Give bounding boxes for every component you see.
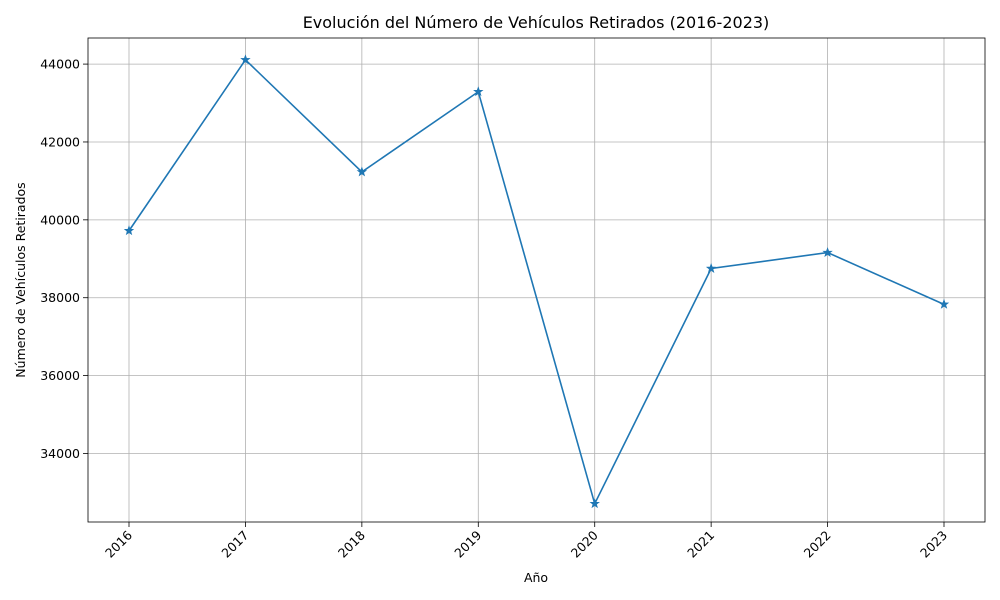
y-tick-label: 38000	[40, 290, 80, 305]
series-group	[123, 54, 950, 509]
y-tick-label: 34000	[40, 446, 80, 461]
y-tick-label: 36000	[40, 368, 80, 383]
data-point-marker	[938, 298, 950, 309]
x-tick-label: 2022	[801, 528, 834, 561]
x-tick-label: 2023	[917, 528, 950, 561]
y-tick-label: 44000	[40, 57, 80, 72]
plot-frame	[87, 37, 986, 523]
x-tick-label: 2021	[684, 528, 717, 561]
data-point-marker	[822, 247, 833, 257]
y-axis: 34000 36000 38000 40000 42000 44000	[40, 57, 88, 461]
x-tick-label: 2020	[568, 527, 601, 560]
x-axis-label: Año	[524, 570, 548, 585]
x-axis: 2016 2017 2018 2019 2020 2021 2022 2023	[102, 522, 950, 561]
y-axis-label: Número de Vehículos Retirados	[13, 182, 28, 377]
x-tick-label: 2018	[335, 527, 368, 560]
data-point-marker	[123, 225, 135, 236]
chart-title: Evolución del Número de Vehículos Retira…	[303, 13, 770, 32]
x-tick-label: 2017	[218, 528, 251, 561]
data-point-marker	[473, 86, 484, 97]
y-tick-label: 42000	[40, 134, 80, 149]
y-tick-label: 40000	[40, 212, 80, 227]
data-point-marker	[240, 54, 251, 65]
x-tick-label: 2019	[451, 527, 484, 560]
data-point-marker	[356, 166, 368, 177]
series-line	[128, 58, 945, 506]
data-point-marker	[589, 498, 600, 509]
grid	[88, 38, 985, 522]
data-point-marker	[705, 263, 717, 273]
x-tick-label: 2016	[102, 527, 135, 560]
